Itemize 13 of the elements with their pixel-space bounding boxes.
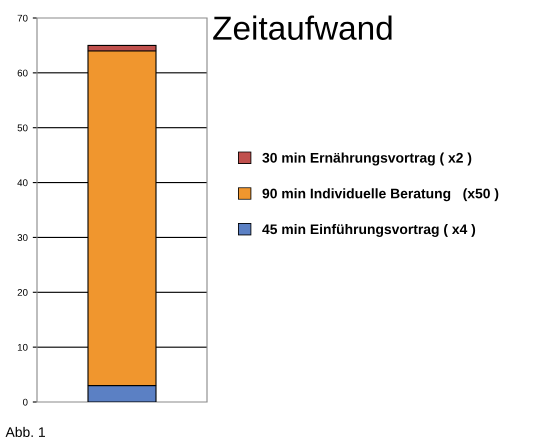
caption: Abb. 1 [6,426,45,438]
legend-label: 45 min Einführungsvortrag ( x4 ) [262,224,476,237]
y-tick-label: 40 [17,179,28,186]
y-tick-label: 0 [22,398,28,406]
y-tick-label: 60 [18,70,28,76]
y-tick-label: 70 [18,14,28,22]
y-tick-label: 20 [18,289,28,296]
legend-label: 30 min Ernährungsvortrag ( x2 ) [262,152,472,166]
legend-label: 90 min Individuelle Beratung (x50 ) [262,188,498,202]
text: Zeitaufwand [213,15,392,40]
y-tick-label: 50 [18,124,28,132]
y-tick-label: 10 [18,344,28,351]
y-tick-label: 30 [18,234,28,242]
